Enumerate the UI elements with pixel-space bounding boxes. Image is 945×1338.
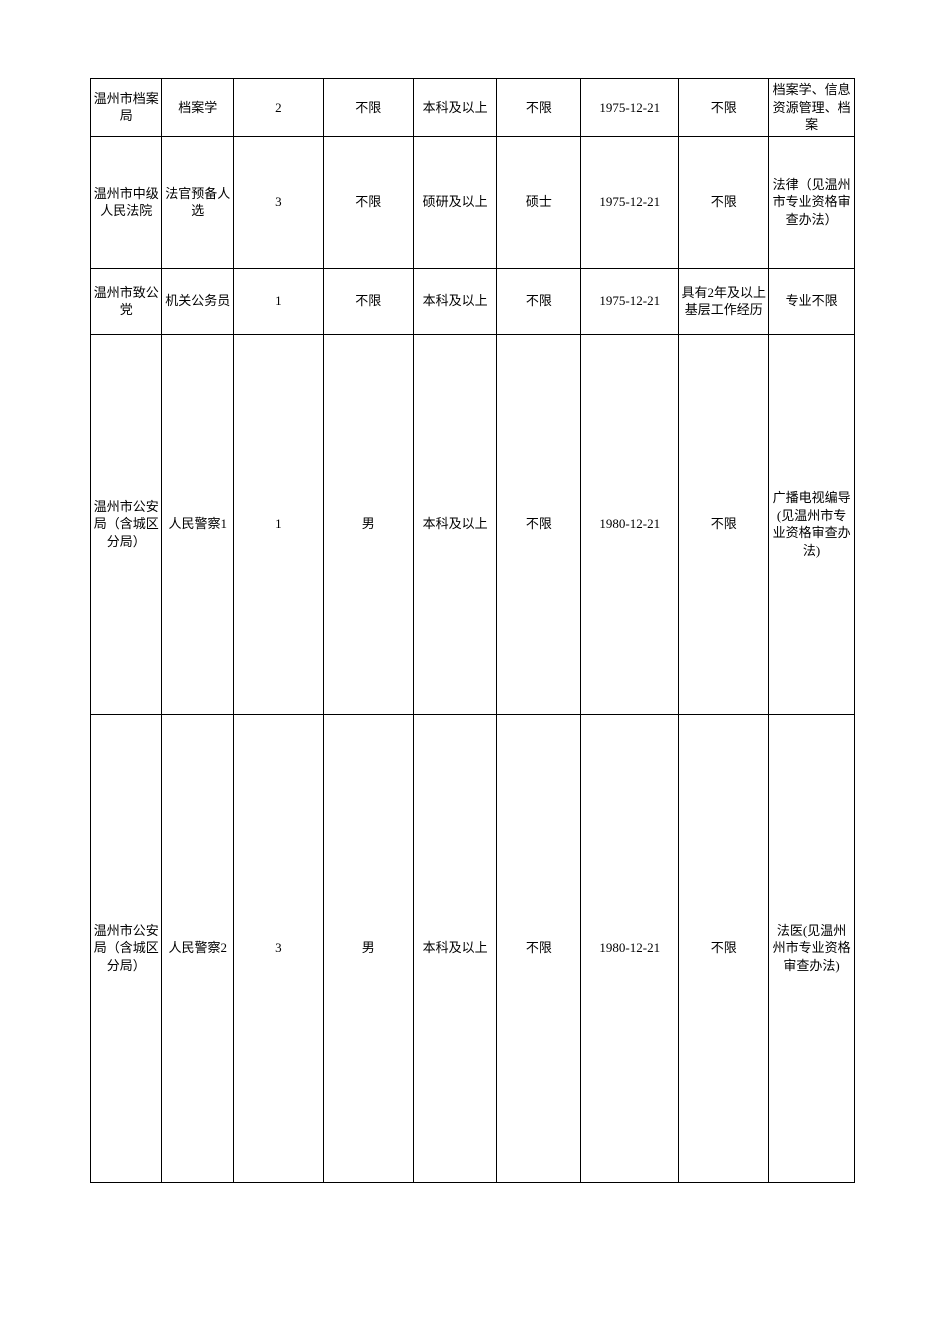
cell-degree: 不限 [497,79,581,137]
cell-education: 本科及以上 [413,714,497,1182]
cell-experience: 不限 [679,79,769,137]
cell-count: 1 [233,268,323,334]
cell-position: 人民警察2 [162,714,233,1182]
cell-unit: 温州市致公党 [91,268,162,334]
recruitment-table: 温州市档案局 档案学 2 不限 本科及以上 不限 1975-12-21 不限 档… [90,78,855,1183]
cell-unit: 温州市公安局（含城区分局） [91,334,162,714]
cell-gender: 男 [323,714,413,1182]
cell-degree: 不限 [497,334,581,714]
cell-position: 机关公务员 [162,268,233,334]
table-row: 温州市致公党 机关公务员 1 不限 本科及以上 不限 1975-12-21 具有… [91,268,855,334]
cell-experience: 不限 [679,714,769,1182]
cell-date: 1975-12-21 [581,136,679,268]
cell-count: 1 [233,334,323,714]
cell-position: 人民警察1 [162,334,233,714]
cell-count: 3 [233,714,323,1182]
cell-date: 1980-12-21 [581,334,679,714]
cell-date: 1980-12-21 [581,714,679,1182]
cell-count: 2 [233,79,323,137]
cell-gender: 男 [323,334,413,714]
cell-education: 本科及以上 [413,268,497,334]
cell-unit: 温州市档案局 [91,79,162,137]
table-row: 温州市公安局（含城区分局） 人民警察1 1 男 本科及以上 不限 1980-12… [91,334,855,714]
cell-position: 法官预备人选 [162,136,233,268]
cell-education: 本科及以上 [413,79,497,137]
cell-unit: 温州市中级人民法院 [91,136,162,268]
cell-experience: 具有2年及以上基层工作经历 [679,268,769,334]
cell-major: 法医(见温州州市专业资格审查办法) [769,714,855,1182]
cell-degree: 硕士 [497,136,581,268]
cell-gender: 不限 [323,268,413,334]
document-page: 温州市档案局 档案学 2 不限 本科及以上 不限 1975-12-21 不限 档… [0,0,945,1338]
cell-major: 法律（见温州市专业资格审查办法） [769,136,855,268]
cell-education: 硕研及以上 [413,136,497,268]
table-row: 温州市公安局（含城区分局） 人民警察2 3 男 本科及以上 不限 1980-12… [91,714,855,1182]
cell-date: 1975-12-21 [581,79,679,137]
cell-major: 专业不限 [769,268,855,334]
cell-position: 档案学 [162,79,233,137]
cell-unit: 温州市公安局（含城区分局） [91,714,162,1182]
cell-count: 3 [233,136,323,268]
cell-education: 本科及以上 [413,334,497,714]
cell-experience: 不限 [679,334,769,714]
table-row: 温州市中级人民法院 法官预备人选 3 不限 硕研及以上 硕士 1975-12-2… [91,136,855,268]
cell-degree: 不限 [497,268,581,334]
cell-major: 广播电视编导(见温州市专业资格审查办法) [769,334,855,714]
cell-experience: 不限 [679,136,769,268]
cell-date: 1975-12-21 [581,268,679,334]
cell-gender: 不限 [323,136,413,268]
table-row: 温州市档案局 档案学 2 不限 本科及以上 不限 1975-12-21 不限 档… [91,79,855,137]
cell-gender: 不限 [323,79,413,137]
cell-degree: 不限 [497,714,581,1182]
cell-major: 档案学、信息资源管理、档案 [769,79,855,137]
